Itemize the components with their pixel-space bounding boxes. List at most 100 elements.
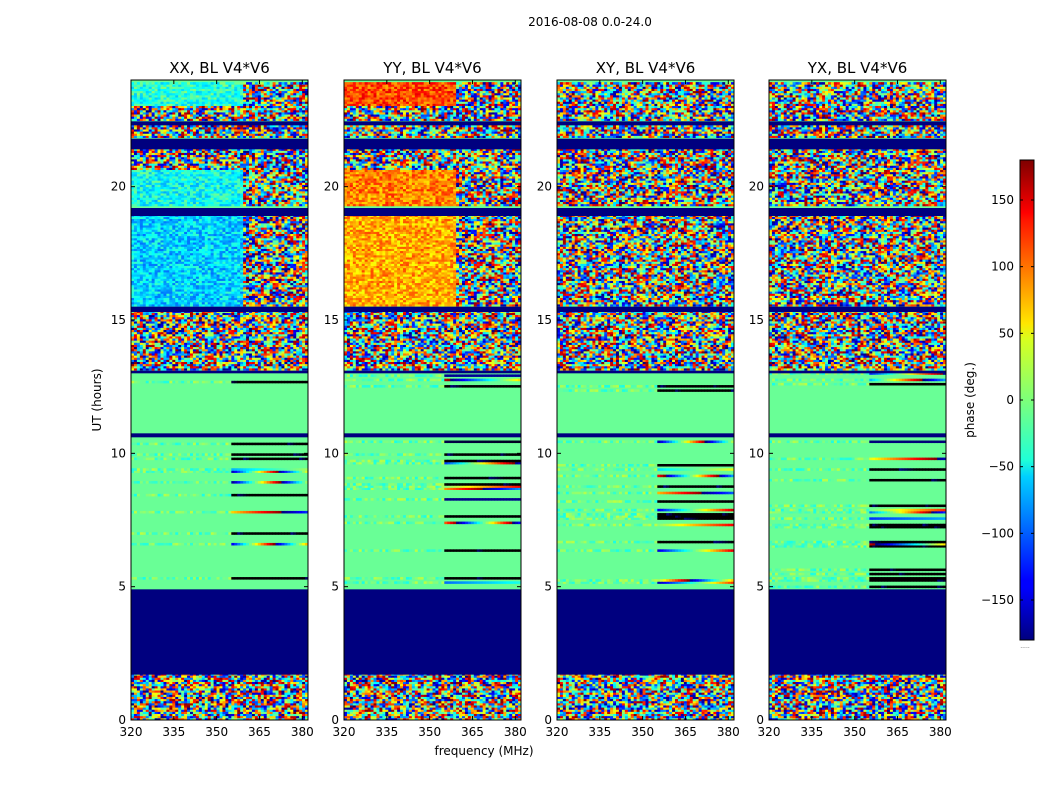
phase-cell (305, 295, 308, 298)
phase-cell (210, 336, 214, 339)
phase-cell (201, 713, 206, 717)
phase-cell (133, 361, 138, 365)
phase-cell (225, 698, 229, 702)
phase-cell (249, 291, 253, 294)
phase-cell (237, 344, 241, 348)
phase-cell (207, 312, 212, 316)
phase-cell (243, 361, 247, 365)
phase-cell (272, 329, 276, 333)
phase-cell (213, 468, 217, 471)
phase-cell (160, 318, 164, 322)
phase-cell (296, 685, 300, 689)
phase-cell (166, 359, 170, 362)
phase-cell (184, 267, 188, 271)
phase-cell (172, 265, 176, 269)
phase-cell (198, 338, 203, 341)
phase-cell (296, 453, 300, 456)
phase-cell (228, 278, 232, 281)
phase-cell (207, 340, 212, 343)
phase-cell (222, 359, 226, 362)
phase-cell (207, 357, 212, 360)
phase-cell (278, 363, 282, 367)
phase-cell (278, 291, 282, 294)
phase-cell (184, 261, 188, 264)
phase-cell (299, 327, 303, 330)
phase-cell (219, 542, 223, 546)
phase-cell (305, 493, 308, 497)
phase-cell (243, 690, 247, 693)
phase-cell (175, 323, 179, 326)
phase-cell (302, 331, 306, 335)
phase-cell (296, 338, 300, 341)
phase-cell (222, 263, 226, 266)
phase-cell (249, 705, 253, 708)
phase-cell (275, 323, 279, 326)
phase-cell (305, 709, 308, 712)
phase-cell (299, 542, 303, 546)
phase-cell (133, 698, 138, 702)
phase-cell (181, 340, 185, 343)
phase-cell (246, 685, 250, 689)
phase-cell (131, 442, 135, 446)
phase-cell (281, 700, 285, 704)
phase-cell (246, 344, 250, 348)
phase-cell (131, 694, 135, 697)
phase-cell (302, 312, 306, 316)
phase-cell (172, 274, 176, 277)
phase-cell (151, 276, 155, 279)
phase-cell (257, 318, 262, 322)
phase-cell (192, 314, 197, 318)
phase-cell (178, 577, 182, 580)
phase-cell (240, 690, 244, 693)
phase-cell (251, 542, 256, 546)
phase-cell (290, 363, 294, 367)
phase-cell (139, 333, 144, 337)
phase-cell (243, 705, 247, 708)
phase-cell (139, 711, 144, 714)
phase-cell (213, 688, 217, 691)
phase-cell (263, 344, 268, 348)
phase-cell (213, 542, 217, 546)
phase-cell (204, 707, 209, 710)
phase-cell (172, 278, 176, 281)
phase-cell (293, 709, 297, 712)
phase-cell (269, 681, 273, 685)
phase-cell (198, 683, 203, 687)
phase-cell (275, 711, 279, 714)
phase-cell (190, 359, 194, 362)
phase-cell (207, 299, 212, 303)
phase-cell (178, 312, 182, 316)
phase-cell (240, 263, 244, 266)
phase-cell (302, 470, 306, 473)
phase-cell (225, 577, 229, 580)
phase-cell (234, 713, 238, 717)
phase-cell (222, 325, 226, 328)
phase-cell (210, 357, 214, 360)
phase-cell (133, 348, 138, 352)
phase-cell (278, 278, 282, 281)
phase-cell (136, 261, 141, 264)
phase-cell (207, 297, 212, 301)
phase-cell (290, 329, 294, 333)
phase-cell (240, 692, 244, 695)
phase-cell (178, 679, 182, 682)
phase-cell (163, 331, 167, 335)
phase-cell (145, 325, 150, 328)
phase-cell (166, 510, 170, 514)
phase-cell (254, 295, 259, 298)
phase-cell (169, 468, 173, 471)
phase-cell (287, 348, 291, 352)
phase-cell (210, 713, 214, 717)
phase-cell (148, 312, 153, 316)
phase-cell (175, 346, 179, 350)
phase-cell (290, 532, 294, 535)
phase-cell (195, 278, 200, 281)
phase-cell (278, 481, 282, 484)
phase-cell (269, 380, 273, 384)
phase-cell (160, 468, 164, 471)
phase-cell (216, 442, 220, 446)
phase-cell (237, 711, 241, 714)
phase-cell (222, 331, 226, 335)
phase-cell (157, 510, 161, 514)
phase-cell (219, 380, 223, 384)
